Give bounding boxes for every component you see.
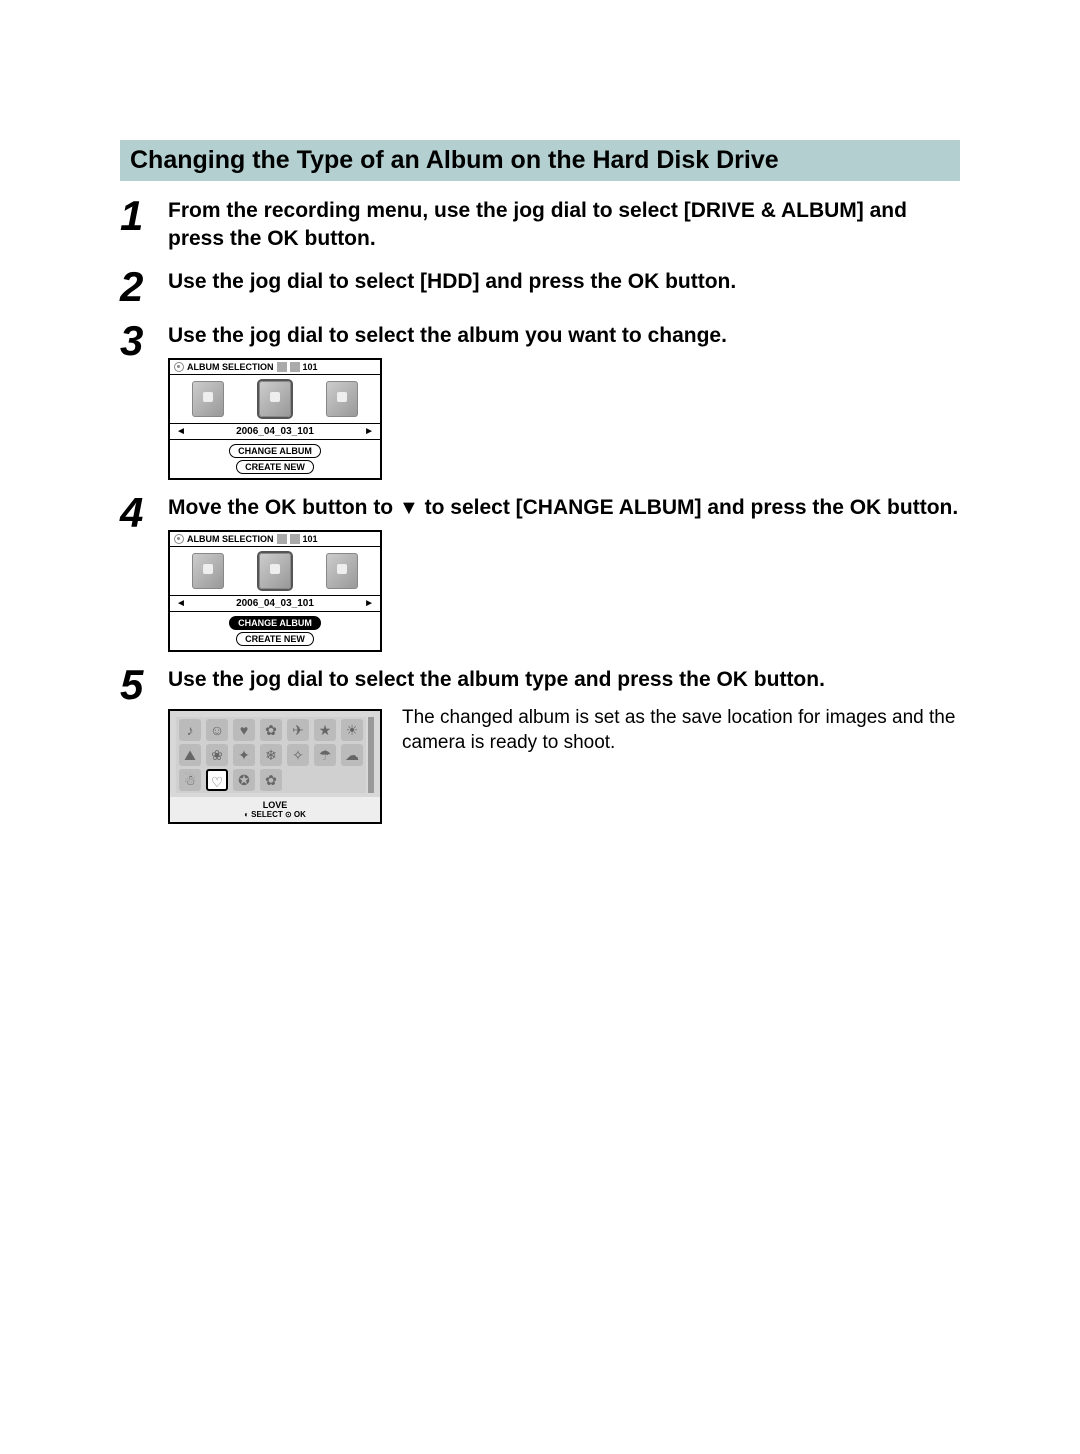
album-date: 2006_04_03_101 <box>236 598 314 609</box>
grid-icon: ✧ <box>287 744 309 766</box>
disc-icon <box>174 362 184 372</box>
album-thumbnails <box>170 546 380 595</box>
grid-icon: ✿ <box>260 769 282 791</box>
step4-text-post: to select [CHANGE ALBUM] and press the O… <box>419 496 958 519</box>
step-instruction: From the recording menu, use the jog dia… <box>168 197 960 254</box>
nav-icon: ◐ <box>244 810 249 819</box>
album-type-screen: ♪ ☺ ♥ ✿ ✈ ★ ☀ ⛰ ❀ ✦ ❄ ✧ ☂ ☁ ☃ <box>168 709 382 824</box>
grid-icon: ☀ <box>341 719 363 741</box>
change-album-pill-selected: CHANGE ALBUM <box>229 616 321 630</box>
step-instruction: Move the OK button to ▼ to select [CHANG… <box>168 494 960 522</box>
footer-select: SELECT <box>251 810 283 819</box>
album-thumb-selected <box>259 381 291 417</box>
step-1: 1 From the recording menu, use the jog d… <box>120 193 960 254</box>
step-4: 4 Move the OK button to ▼ to select [CHA… <box>120 490 960 652</box>
arrow-left-icon: ◄ <box>176 598 186 609</box>
step-number: 1 <box>120 193 168 237</box>
album-type-icon-grid: ♪ ☺ ♥ ✿ ✈ ★ ☀ ⛰ ❀ ✦ ❄ ✧ ☂ ☁ ☃ <box>176 717 366 793</box>
step-number: 4 <box>120 490 168 534</box>
footer-ok: OK <box>294 810 306 819</box>
grid-icon: ❀ <box>206 744 228 766</box>
album-date-row: ◄ 2006_04_03_101 ► <box>170 423 380 440</box>
grid-icon: ★ <box>314 719 336 741</box>
step-number: 5 <box>120 662 168 706</box>
step-instruction: Use the jog dial to select the album you… <box>168 322 960 350</box>
create-new-pill: CREATE NEW <box>236 460 314 474</box>
screen-header-label: ALBUM SELECTION <box>187 534 274 544</box>
screen-header-label: ALBUM SELECTION <box>187 362 274 372</box>
album-selection-screen-2: ALBUM SELECTION 101 ◄ 2006_04_03_101 ► C… <box>168 530 382 652</box>
grid-icon: ☁ <box>341 744 363 766</box>
album-thumb <box>192 553 224 589</box>
section-title: Changing the Type of an Album on the Har… <box>120 140 960 181</box>
step-note: The changed album is set as the save loc… <box>402 703 960 756</box>
grid-icon: ♥ <box>233 719 255 741</box>
step-5: 5 Use the jog dial to select the album t… <box>120 662 960 823</box>
album-thumb <box>326 553 358 589</box>
ok-icon: ⊙ <box>285 810 292 819</box>
album-thumbnails <box>170 374 380 423</box>
step-number: 3 <box>120 318 168 362</box>
scrollbar-icon <box>368 717 374 793</box>
album-date: 2006_04_03_101 <box>236 426 314 437</box>
grid-icon: ❄ <box>260 744 282 766</box>
step-instruction: Use the jog dial to select the album typ… <box>168 666 960 694</box>
grid-icon: ✿ <box>260 719 282 741</box>
screen-header-count: 101 <box>303 362 318 372</box>
arrow-right-icon: ► <box>364 598 374 609</box>
grid-icon: ☃ <box>179 769 201 791</box>
step4-text-pre: Move the OK button to <box>168 496 399 519</box>
album-thumb-selected <box>259 553 291 589</box>
step-instruction: Use the jog dial to select [HDD] and pre… <box>168 268 960 296</box>
grid-icon: ♪ <box>179 719 201 741</box>
album-date-row: ◄ 2006_04_03_101 ► <box>170 595 380 612</box>
screen-header-count: 101 <box>303 534 318 544</box>
create-new-pill: CREATE NEW <box>236 632 314 646</box>
status-icon <box>277 534 287 544</box>
arrow-right-icon: ► <box>364 426 374 437</box>
album-thumb <box>326 381 358 417</box>
grid-icon: ☂ <box>314 744 336 766</box>
grid-icon: ✈ <box>287 719 309 741</box>
album-selection-screen: ALBUM SELECTION 101 ◄ 2006_04_03_101 ► C… <box>168 358 382 480</box>
step-number: 2 <box>120 264 168 308</box>
step-3: 3 Use the jog dial to select the album y… <box>120 318 960 480</box>
grid-icon-selected: ♡ <box>206 769 228 791</box>
status-icon <box>290 362 300 372</box>
selected-type-label: LOVE <box>170 800 380 810</box>
disc-icon <box>174 534 184 544</box>
album-thumb <box>192 381 224 417</box>
grid-icon: ⛰ <box>179 744 201 766</box>
grid-icon: ☺ <box>206 719 228 741</box>
status-icon <box>290 534 300 544</box>
grid-icon: ✪ <box>233 769 255 791</box>
status-icon <box>277 362 287 372</box>
arrow-left-icon: ◄ <box>176 426 186 437</box>
change-album-pill: CHANGE ALBUM <box>229 444 321 458</box>
down-triangle-icon: ▼ <box>399 495 419 522</box>
step-2: 2 Use the jog dial to select [HDD] and p… <box>120 264 960 308</box>
grid-icon: ✦ <box>233 744 255 766</box>
